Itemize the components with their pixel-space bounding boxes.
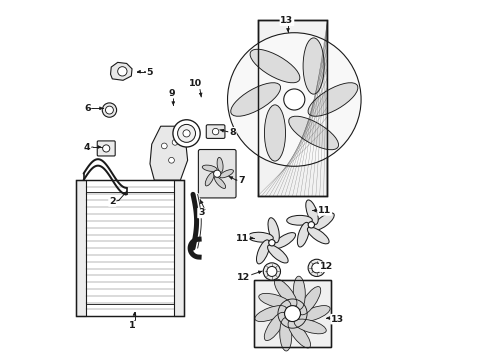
Text: 10: 10 bbox=[189, 80, 202, 89]
Circle shape bbox=[118, 67, 127, 76]
FancyBboxPatch shape bbox=[97, 141, 115, 156]
Polygon shape bbox=[111, 62, 132, 80]
Circle shape bbox=[284, 89, 305, 110]
Ellipse shape bbox=[280, 318, 292, 351]
Text: 5: 5 bbox=[147, 68, 153, 77]
Circle shape bbox=[285, 306, 300, 321]
Ellipse shape bbox=[265, 105, 286, 161]
Text: 11: 11 bbox=[236, 234, 249, 243]
FancyBboxPatch shape bbox=[206, 125, 225, 138]
Ellipse shape bbox=[303, 38, 324, 94]
Text: 1: 1 bbox=[129, 321, 135, 330]
Ellipse shape bbox=[308, 83, 358, 116]
Bar bbox=[76, 180, 184, 316]
Ellipse shape bbox=[259, 293, 291, 308]
Text: 12: 12 bbox=[237, 273, 250, 282]
Ellipse shape bbox=[299, 306, 330, 321]
Ellipse shape bbox=[274, 279, 297, 306]
Bar bbox=[254, 280, 331, 347]
Ellipse shape bbox=[289, 116, 339, 150]
Circle shape bbox=[183, 130, 190, 137]
Ellipse shape bbox=[273, 233, 295, 248]
Bar bbox=[258, 21, 327, 196]
Bar bbox=[254, 280, 331, 347]
Ellipse shape bbox=[300, 287, 321, 315]
FancyBboxPatch shape bbox=[198, 149, 236, 198]
Circle shape bbox=[308, 222, 315, 228]
Circle shape bbox=[169, 157, 174, 163]
Text: 7: 7 bbox=[238, 176, 245, 185]
Ellipse shape bbox=[268, 245, 288, 263]
Text: 8: 8 bbox=[229, 128, 236, 137]
Bar bbox=[174, 180, 184, 316]
Ellipse shape bbox=[294, 276, 305, 309]
Text: 2: 2 bbox=[109, 197, 116, 206]
Circle shape bbox=[172, 139, 178, 145]
Ellipse shape bbox=[220, 170, 233, 178]
Circle shape bbox=[227, 33, 361, 166]
Circle shape bbox=[177, 125, 196, 142]
Ellipse shape bbox=[297, 222, 309, 247]
Ellipse shape bbox=[250, 49, 300, 83]
Ellipse shape bbox=[268, 218, 279, 243]
Text: 13: 13 bbox=[331, 315, 344, 324]
Circle shape bbox=[312, 263, 322, 273]
Circle shape bbox=[263, 263, 280, 280]
Circle shape bbox=[267, 266, 277, 276]
Text: 11: 11 bbox=[318, 206, 331, 215]
Ellipse shape bbox=[307, 227, 329, 244]
Text: 3: 3 bbox=[198, 208, 204, 217]
Ellipse shape bbox=[294, 319, 326, 334]
Circle shape bbox=[102, 145, 110, 152]
Ellipse shape bbox=[306, 200, 318, 224]
Text: 12: 12 bbox=[320, 262, 333, 271]
Ellipse shape bbox=[231, 83, 281, 116]
Ellipse shape bbox=[313, 213, 334, 230]
Circle shape bbox=[212, 129, 219, 135]
Circle shape bbox=[214, 170, 221, 177]
Ellipse shape bbox=[255, 306, 286, 321]
Circle shape bbox=[308, 259, 325, 276]
Text: 13: 13 bbox=[280, 16, 294, 25]
Ellipse shape bbox=[217, 157, 223, 172]
Ellipse shape bbox=[215, 177, 225, 188]
Circle shape bbox=[161, 143, 167, 149]
Text: 6: 6 bbox=[84, 104, 91, 113]
Ellipse shape bbox=[288, 321, 311, 348]
Ellipse shape bbox=[287, 215, 312, 225]
Circle shape bbox=[105, 106, 113, 114]
Circle shape bbox=[173, 120, 200, 147]
Ellipse shape bbox=[248, 232, 273, 242]
Polygon shape bbox=[150, 126, 188, 180]
Text: 4: 4 bbox=[84, 143, 91, 152]
Circle shape bbox=[102, 103, 117, 117]
Ellipse shape bbox=[256, 240, 270, 264]
Bar bbox=[76, 180, 87, 316]
Text: 9: 9 bbox=[168, 89, 175, 98]
Ellipse shape bbox=[202, 165, 217, 171]
Bar bbox=[258, 21, 327, 196]
Circle shape bbox=[269, 240, 275, 246]
Ellipse shape bbox=[264, 312, 285, 341]
Ellipse shape bbox=[205, 172, 214, 186]
